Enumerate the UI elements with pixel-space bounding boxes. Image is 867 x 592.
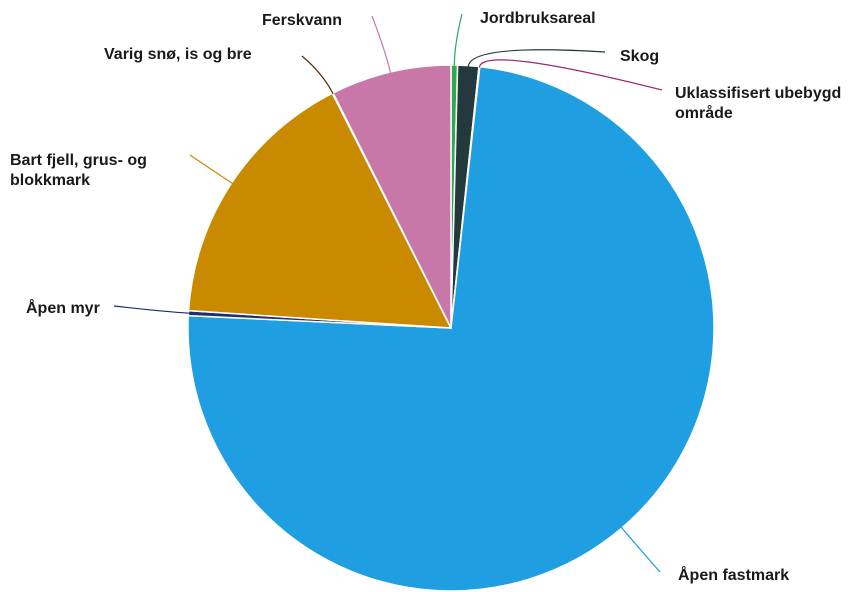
slice-label-apen-myr: Åpen myr <box>26 300 100 317</box>
leader-line-7 <box>371 15 392 74</box>
slice-label-varig-sno: Varig snø, is og bre <box>104 46 252 63</box>
leader-line-5 <box>189 154 233 185</box>
slice-label-bart-fjell: Bart fjell, grus- og blokkmark <box>10 152 147 189</box>
leader-line-3 <box>620 526 661 573</box>
slice-label-ferskvann: Ferskvann <box>262 12 343 29</box>
slice-label-jordbruksareal: Jordbruksareal <box>480 10 596 27</box>
leader-line-4 <box>113 305 190 314</box>
leader-line-0 <box>453 13 463 67</box>
leader-line-2 <box>478 59 663 91</box>
leader-line-6 <box>301 55 334 95</box>
slice-label-skog: Skog <box>620 48 660 65</box>
slice-label-apen-fastmark: Åpen fastmark <box>678 567 790 584</box>
leader-line-1 <box>467 49 606 67</box>
slice-label-uklassifisert: Uklassifisert ubebygd område <box>675 85 842 122</box>
